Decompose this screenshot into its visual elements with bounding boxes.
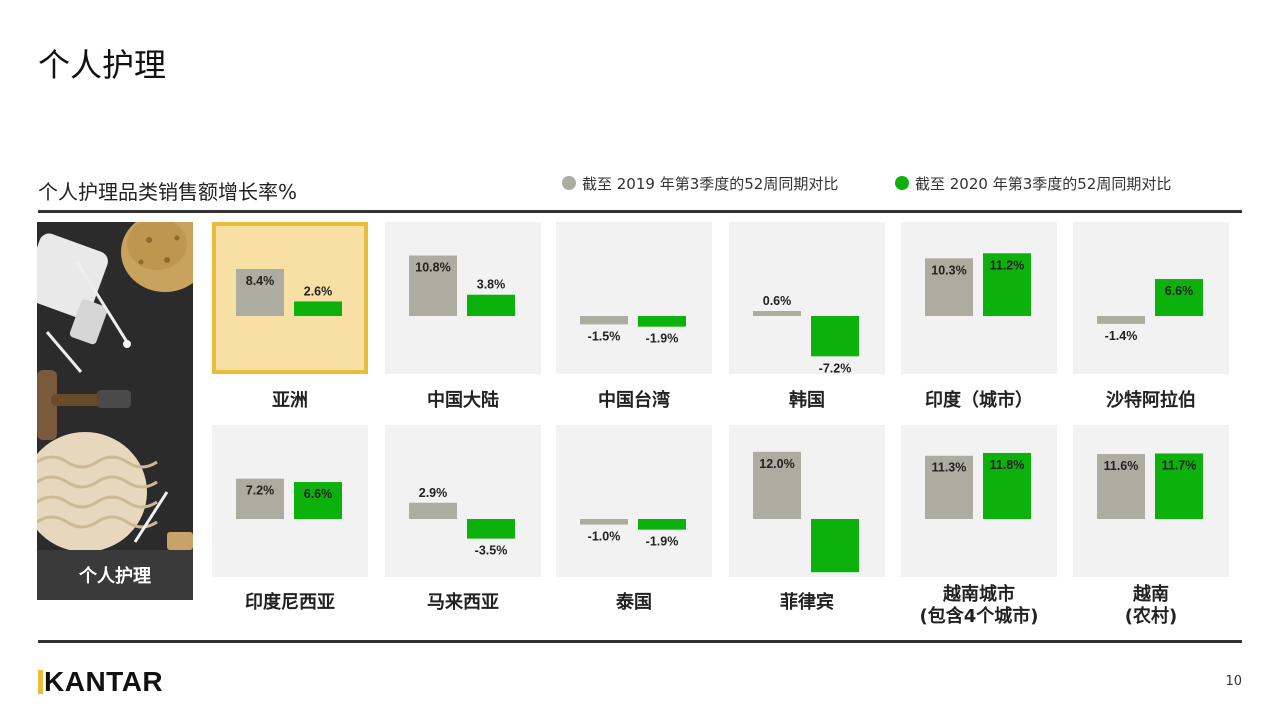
bar-2019	[580, 519, 628, 525]
bar-2019	[925, 455, 973, 519]
panel-category-label: 越南城市 (包含4个城市)	[919, 584, 1039, 627]
data-label-2020: -3.5%	[475, 544, 508, 558]
bar-2020	[1155, 279, 1203, 316]
data-label-2019: 11.3%	[932, 461, 967, 475]
data-label-2019: 10.8%	[415, 261, 450, 275]
chart-panel: 11.3% 11.8%	[901, 425, 1057, 577]
bar-2019	[236, 478, 284, 519]
legend-label-2019: 截至 2019 年第3季度的52周同期对比	[582, 174, 839, 193]
data-label-2020: 11.7%	[1162, 458, 1197, 472]
data-label-2019: 11.6%	[1104, 459, 1139, 473]
chart-panel: 8.4% 2.6%	[212, 222, 368, 374]
data-label-2019: 0.6%	[763, 294, 792, 308]
data-label-2020: -7.2%	[819, 361, 852, 374]
data-label-2019: 10.3%	[931, 263, 966, 277]
legend-item-2019: 截至 2019 年第3季度的52周同期对比	[562, 172, 838, 194]
bar-2020	[467, 519, 515, 539]
bar-2019	[580, 316, 628, 325]
photo-label: 个人护理	[37, 550, 193, 600]
logo-mark	[38, 670, 43, 694]
chart-panel: 2.9% -3.5%	[385, 425, 541, 577]
kantar-logo: KANTAR	[38, 666, 163, 698]
legend-swatch-2019	[562, 176, 576, 190]
bar-2020	[294, 482, 342, 519]
chart-panel: -1.5% -1.9%	[556, 222, 712, 374]
data-label-2019: -1.5%	[588, 329, 621, 343]
panel-category-label: 印度（城市）	[925, 390, 1033, 411]
personal-care-photo: 个人护理	[37, 222, 193, 600]
chart-panel: -1.4% 6.6%	[1073, 222, 1229, 374]
data-label-2020: 3.8%	[477, 278, 506, 292]
panel-category-label: 中国台湾	[598, 390, 670, 411]
bar-2019	[753, 451, 801, 519]
chart-panel: 10.3% 11.2%	[901, 222, 1057, 374]
panel-category-label: 马来西亚	[427, 592, 499, 613]
chart-panel: 10.8% 3.8%	[385, 222, 541, 374]
data-label-2020: 2.6%	[304, 284, 333, 298]
top-divider	[38, 210, 1242, 213]
panel-category-label: 中国大陆	[427, 390, 499, 411]
chart-panel: -1.0% -1.9%	[556, 425, 712, 577]
page-number: 10	[1225, 674, 1242, 689]
bar-2020	[638, 519, 686, 530]
chart-panel: 0.6% -7.2%	[729, 222, 885, 374]
photo-illustration	[37, 222, 193, 600]
bar-2020	[811, 519, 859, 573]
bar-2019	[409, 502, 457, 519]
panel-category-label: 韩国	[789, 390, 825, 411]
data-label-2020: 11.8%	[990, 458, 1025, 472]
panel-category-label: 菲律宾	[780, 592, 834, 613]
data-label-2020: 6.6%	[304, 487, 333, 501]
chart-title: 个人护理品类销售额增长率%	[38, 180, 298, 204]
panel-category-label: 沙特阿拉伯	[1106, 390, 1196, 411]
bottom-divider	[38, 640, 1242, 643]
data-label-2020: -1.9%	[646, 332, 679, 346]
page-title: 个人护理	[38, 46, 167, 84]
data-label-2020: -1.9%	[646, 535, 679, 549]
chart-panel: 11.6% 11.7%	[1073, 425, 1229, 577]
bar-2019	[753, 311, 801, 316]
bar-2019	[1097, 454, 1145, 519]
data-label-2019: 2.9%	[419, 486, 448, 500]
data-label-2019: -1.4%	[1105, 329, 1138, 343]
chart-panel: 12.0%-9.5%	[729, 425, 885, 577]
logo-text: KANTAR	[44, 666, 164, 697]
data-label-2020: 11.2%	[990, 258, 1025, 272]
bar-2019	[409, 255, 457, 316]
chart-panel: 7.2% 6.6%	[212, 425, 368, 577]
bar-2020	[467, 294, 515, 316]
legend-label-2020: 截至 2020 年第3季度的52周同期对比	[915, 174, 1172, 193]
bar-2020	[983, 452, 1031, 519]
data-label-2019: 8.4%	[246, 274, 275, 288]
legend-item-2020: 截至 2020 年第3季度的52周同期对比	[895, 172, 1171, 194]
bar-2020	[1155, 453, 1203, 519]
panel-category-label: 印度尼西亚	[245, 592, 335, 613]
panel-category-label: 泰国	[616, 592, 652, 613]
bar-2020	[294, 301, 342, 316]
bar-2019	[925, 258, 973, 316]
bar-2019	[236, 268, 284, 316]
bar-2020	[638, 316, 686, 327]
data-label-2019: 12.0%	[759, 457, 794, 471]
bar-2020	[811, 316, 859, 357]
data-label-2019: -1.0%	[588, 530, 621, 544]
data-label-2019: 7.2%	[246, 484, 275, 498]
bar-2020	[983, 253, 1031, 316]
bar-2019	[1097, 316, 1145, 324]
panel-category-label: 越南 (农村)	[1124, 584, 1178, 627]
legend-swatch-2020	[895, 176, 909, 190]
data-label-2020: 6.6%	[1165, 284, 1194, 298]
panel-category-label: 亚洲	[272, 390, 308, 411]
